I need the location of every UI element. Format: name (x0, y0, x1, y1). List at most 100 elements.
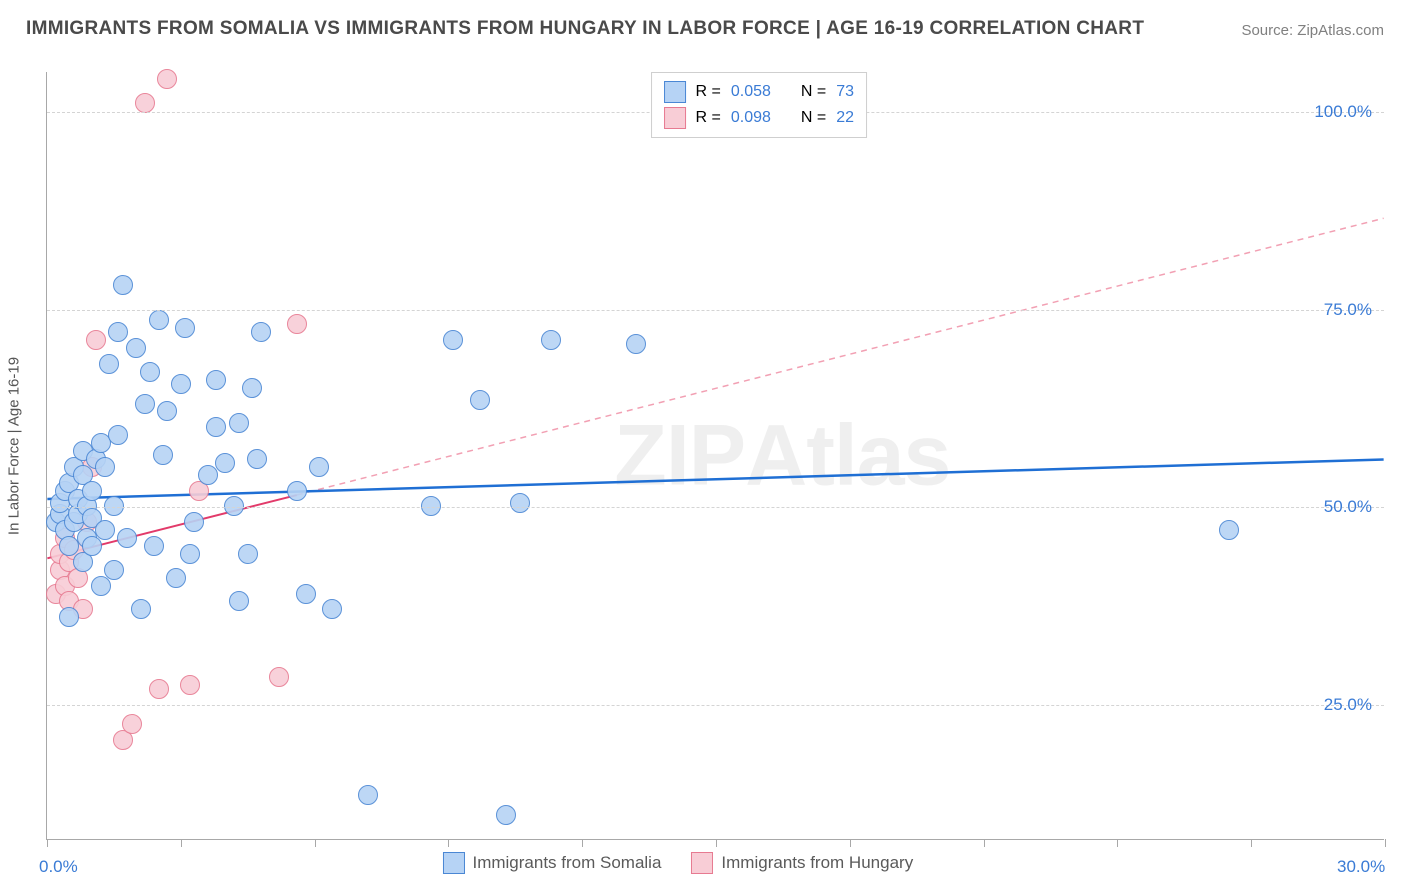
scatter-point-somalia (309, 457, 329, 477)
y-tick-label: 25.0% (1324, 695, 1372, 715)
scatter-point-somalia (82, 536, 102, 556)
scatter-point-somalia (104, 560, 124, 580)
scatter-point-somalia (541, 330, 561, 350)
x-tick (1117, 839, 1118, 847)
x-tick-label: 0.0% (39, 857, 78, 877)
scatter-point-hungary (135, 93, 155, 113)
scatter-point-somalia (95, 457, 115, 477)
scatter-point-somalia (229, 413, 249, 433)
x-tick (181, 839, 182, 847)
scatter-point-hungary (157, 69, 177, 89)
scatter-point-somalia (131, 599, 151, 619)
r-value-somalia: 0.058 (731, 83, 771, 101)
scatter-point-somalia (149, 310, 169, 330)
scatter-point-somalia (59, 607, 79, 627)
scatter-point-hungary (86, 330, 106, 350)
x-tick (47, 839, 48, 847)
scatter-point-somalia (140, 362, 160, 382)
scatter-point-somalia (287, 481, 307, 501)
scatter-point-somalia (238, 544, 258, 564)
y-tick-label: 50.0% (1324, 497, 1372, 517)
scatter-point-somalia (206, 417, 226, 437)
scatter-point-hungary (122, 714, 142, 734)
scatter-point-somalia (496, 805, 516, 825)
scatter-point-somalia (95, 520, 115, 540)
x-tick (315, 839, 316, 847)
x-tick (448, 839, 449, 847)
swatch-hungary (691, 852, 713, 874)
scatter-point-somalia (175, 318, 195, 338)
scatter-point-hungary (149, 679, 169, 699)
scatter-point-somalia (626, 334, 646, 354)
x-tick (1251, 839, 1252, 847)
legend-label-hungary: Immigrants from Hungary (721, 853, 913, 873)
plot-area: ZIPAtlas R = 0.058 N = 73 R = 0.098 N = … (46, 72, 1384, 840)
scatter-point-somalia (157, 401, 177, 421)
series-legend: Immigrants from Somalia Immigrants from … (442, 852, 913, 874)
scatter-point-hungary (287, 314, 307, 334)
x-tick (984, 839, 985, 847)
scatter-point-somalia (206, 370, 226, 390)
scatter-point-somalia (470, 390, 490, 410)
y-tick-label: 75.0% (1324, 300, 1372, 320)
scatter-point-somalia (247, 449, 267, 469)
swatch-somalia (664, 81, 686, 103)
n-label: N = (801, 83, 826, 101)
n-value-somalia: 73 (836, 83, 854, 101)
x-tick (582, 839, 583, 847)
legend-row-somalia: R = 0.058 N = 73 (664, 79, 855, 105)
scatter-point-somalia (443, 330, 463, 350)
scatter-point-somalia (251, 322, 271, 342)
legend-item-hungary: Immigrants from Hungary (691, 852, 913, 874)
trend-line (297, 218, 1384, 495)
scatter-point-somalia (91, 576, 111, 596)
scatter-point-somalia (82, 481, 102, 501)
scatter-point-somalia (198, 465, 218, 485)
gridline (47, 507, 1384, 508)
scatter-point-somalia (242, 378, 262, 398)
r-label: R = (696, 109, 721, 127)
swatch-somalia (442, 852, 464, 874)
x-tick (716, 839, 717, 847)
scatter-point-somalia (229, 591, 249, 611)
scatter-point-somalia (126, 338, 146, 358)
y-tick-label: 100.0% (1314, 102, 1372, 122)
trend-line (47, 459, 1383, 499)
scatter-point-somalia (135, 394, 155, 414)
scatter-point-somalia (171, 374, 191, 394)
x-tick (850, 839, 851, 847)
gridline (47, 310, 1384, 311)
scatter-point-hungary (180, 675, 200, 695)
scatter-point-somalia (184, 512, 204, 532)
x-tick (1385, 839, 1386, 847)
scatter-point-somalia (166, 568, 186, 588)
legend-label-somalia: Immigrants from Somalia (472, 853, 661, 873)
scatter-point-hungary (269, 667, 289, 687)
scatter-point-somalia (117, 528, 137, 548)
scatter-point-somalia (296, 584, 316, 604)
chart-title: IMMIGRANTS FROM SOMALIA VS IMMIGRANTS FR… (26, 18, 1144, 40)
scatter-point-somalia (510, 493, 530, 513)
scatter-point-somalia (358, 785, 378, 805)
scatter-point-somalia (153, 445, 173, 465)
n-value-hungary: 22 (836, 109, 854, 127)
r-label: R = (696, 83, 721, 101)
scatter-point-somalia (144, 536, 164, 556)
legend-item-somalia: Immigrants from Somalia (442, 852, 661, 874)
scatter-point-somalia (99, 354, 119, 374)
scatter-point-somalia (113, 275, 133, 295)
gridline (47, 705, 1384, 706)
scatter-point-somalia (1219, 520, 1239, 540)
correlation-legend: R = 0.058 N = 73 R = 0.098 N = 22 (651, 72, 868, 138)
scatter-point-somalia (108, 322, 128, 342)
source-attribution: Source: ZipAtlas.com (1241, 22, 1384, 39)
scatter-point-somalia (180, 544, 200, 564)
scatter-point-somalia (215, 453, 235, 473)
n-label: N = (801, 109, 826, 127)
x-tick-label: 30.0% (1337, 857, 1385, 877)
scatter-point-somalia (108, 425, 128, 445)
y-axis-label: In Labor Force | Age 16-19 (6, 357, 23, 535)
scatter-point-somalia (322, 599, 342, 619)
swatch-hungary (664, 107, 686, 129)
r-value-hungary: 0.098 (731, 109, 771, 127)
